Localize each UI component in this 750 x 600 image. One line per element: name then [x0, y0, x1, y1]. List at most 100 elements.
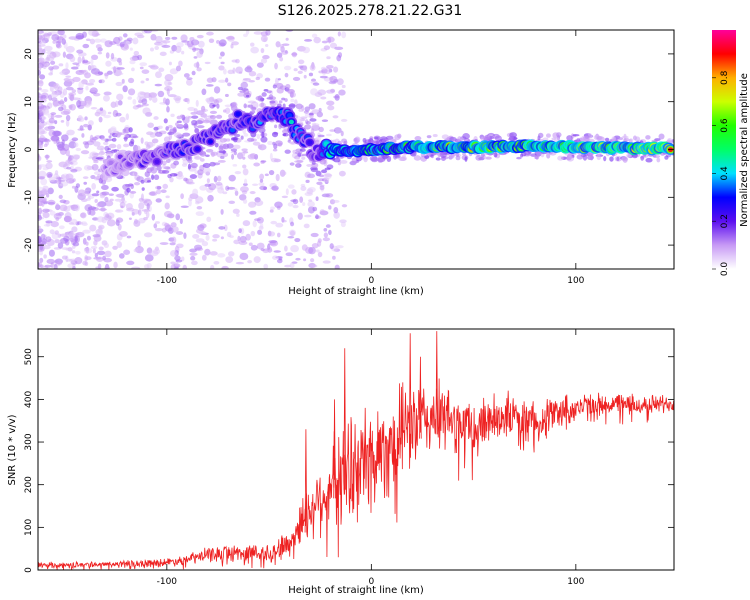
spectrogram-cell	[254, 199, 264, 207]
spectrogram-cell	[148, 94, 153, 101]
spectrogram-cell	[225, 36, 235, 40]
spectrogram-cell	[197, 40, 205, 48]
spectrogram-cell	[276, 205, 281, 210]
spectrogram-cell	[144, 254, 154, 262]
colorbar-tick-label: 0.8	[720, 70, 730, 85]
spectrogram-cell	[167, 94, 177, 98]
spectrogram-cell	[72, 242, 80, 247]
spectrogram-cell	[156, 189, 162, 195]
spectrogram-cell	[353, 137, 360, 144]
x-tick-label: -100	[157, 276, 178, 286]
spectrogram-cell	[238, 228, 242, 234]
spectrogram-cell	[189, 174, 198, 179]
spectrogram-cell	[193, 62, 200, 68]
spectrogram-cell	[308, 103, 316, 110]
spectrogram-cell	[39, 250, 43, 256]
spectrogram-cell	[60, 119, 65, 123]
spectrogram-cell	[117, 72, 124, 76]
spectrogram-cell	[155, 71, 162, 79]
spectrogram-cell	[158, 125, 163, 129]
spectrogram-cell	[140, 179, 145, 184]
spectrogram-cell	[66, 129, 75, 136]
spectrogram-cell	[228, 174, 236, 182]
spectrogram-cell	[141, 198, 151, 202]
spectrogram-cell	[295, 163, 300, 168]
spectrogram-cell	[117, 100, 123, 106]
spectrogram-cell	[333, 66, 339, 73]
spectrogram-cell	[333, 127, 342, 134]
spectrogram-cell	[257, 144, 263, 149]
spectrogram-cell	[623, 137, 630, 142]
spectrogram-cell	[131, 67, 135, 72]
spectrogram-cell	[235, 111, 241, 117]
spectrogram-cell	[329, 243, 334, 250]
spectrogram-cell	[334, 46, 344, 51]
spectrogram-cell	[318, 107, 322, 113]
spectrogram-cell	[475, 154, 483, 161]
spectrogram-cell	[276, 52, 283, 58]
spectrogram-cell	[49, 210, 56, 216]
spectrogram-cell	[48, 125, 52, 132]
spectrogram-cell	[276, 87, 284, 94]
spectrogram-cell	[205, 97, 213, 103]
spectrogram-cell	[101, 184, 109, 191]
spectrogram-cell	[218, 226, 226, 230]
spectrogram-cell	[181, 50, 185, 55]
spectrogram-cell	[82, 229, 91, 234]
spectrogram-cell	[255, 76, 260, 81]
spectrogram-cell	[98, 79, 103, 84]
spectrogram-cell	[343, 140, 348, 145]
spectrogram-cell	[153, 126, 159, 131]
x-tick-label: 100	[567, 276, 584, 286]
spectrogram-cell	[325, 224, 331, 228]
spectrogram-cell	[263, 186, 268, 191]
spectrogram-cell	[86, 197, 91, 201]
spectrogram-cell	[175, 259, 183, 263]
spectrogram-cell	[100, 147, 104, 154]
spectrogram-cell	[304, 38, 313, 42]
spectrogram-cell	[192, 233, 200, 239]
spectrogram-cell	[149, 132, 157, 138]
spectrogram-cell	[242, 198, 248, 204]
spectrogram-cell	[108, 193, 114, 196]
spectrogram-cell	[53, 213, 62, 220]
spectrogram-cell	[205, 154, 210, 157]
spectrogram-cell	[140, 193, 144, 201]
spectrogram-cell	[48, 72, 53, 76]
spectrogram-cell	[103, 242, 109, 249]
spectrogram-cell	[259, 222, 264, 229]
spectrogram-cell	[320, 96, 327, 100]
spectrogram-cell	[285, 37, 289, 41]
spectrogram-cell	[242, 78, 251, 81]
spectrogram-cell	[240, 135, 244, 140]
spectrogram-cell	[59, 233, 68, 237]
spectrogram-cell	[194, 146, 201, 152]
spectrogram-cell	[91, 183, 97, 190]
spectrogram-cell	[299, 148, 306, 152]
spectrogram-cell	[243, 103, 247, 109]
spectrogram-cell	[312, 206, 318, 212]
spectrogram-cell	[65, 114, 71, 122]
spectrogram-cell	[106, 219, 116, 227]
spectrogram-cell	[128, 141, 135, 147]
spectrogram-cell	[243, 88, 250, 95]
spectrogram-cell	[127, 183, 134, 187]
spectrogram-cell	[160, 189, 167, 194]
spectrogram-cell	[300, 116, 308, 120]
spectrogram-cell	[207, 194, 214, 202]
spectrogram-cell	[91, 163, 99, 171]
spectrogram-cell	[167, 124, 173, 129]
spectrogram-cell	[132, 98, 137, 105]
spectrogram-cell	[206, 178, 210, 184]
spectrogram-cell	[279, 43, 285, 49]
spectrogram-cell	[482, 135, 491, 140]
spectrogram-cell	[234, 188, 238, 192]
figure-title: S126.2025.278.21.22.G31	[278, 3, 463, 19]
y-tick-label: 400	[24, 391, 34, 408]
spectrogram-cell	[230, 43, 234, 49]
spectrogram-cell	[115, 193, 123, 197]
spectrogram-cell	[219, 39, 227, 47]
spectrogram-cell	[89, 134, 94, 142]
spectrogram-cell	[341, 31, 347, 39]
